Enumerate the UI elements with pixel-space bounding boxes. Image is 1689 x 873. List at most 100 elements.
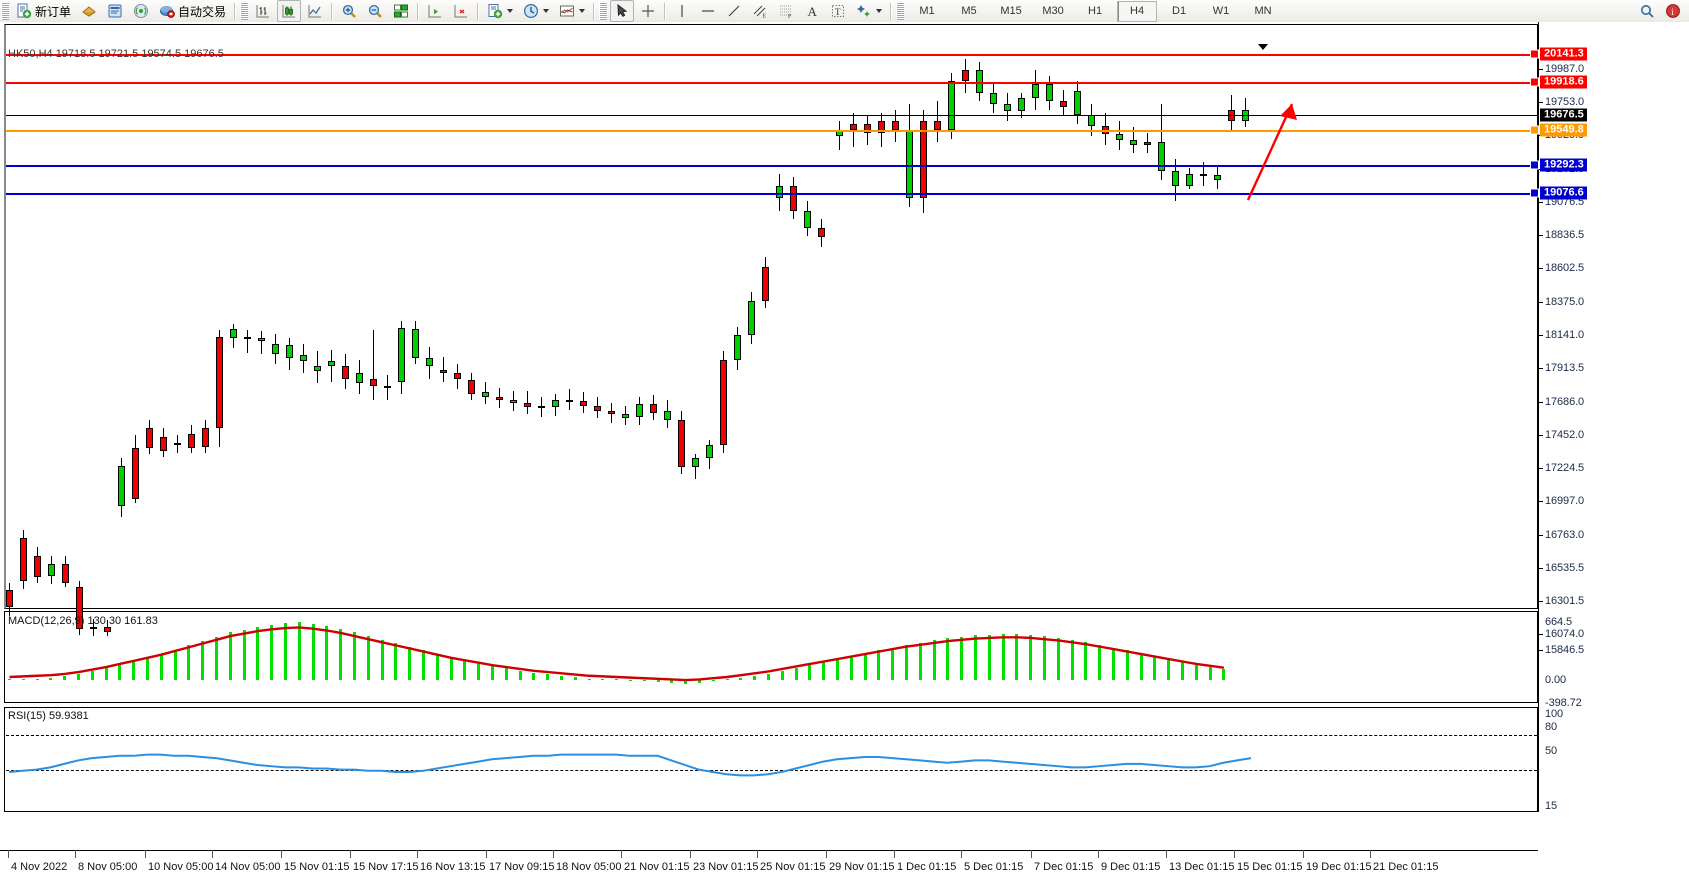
candlestick	[160, 428, 167, 458]
time-tick-label: 15 Nov 01:15	[284, 861, 350, 873]
candle-body	[48, 564, 55, 576]
line-chart-button[interactable]	[303, 0, 327, 22]
level-handle-support-1[interactable]	[1530, 160, 1539, 170]
help-button[interactable]: i	[1661, 0, 1685, 22]
text-button[interactable]: A	[800, 0, 824, 22]
price-tag-pivot[interactable]: 19549.8	[1540, 123, 1587, 137]
auto-scroll-button[interactable]	[449, 0, 473, 22]
rsi-tick-label: 80	[1545, 721, 1558, 733]
timeframe-mn[interactable]: MN	[1254, 5, 1272, 17]
chart-dropdown-marker[interactable]	[1258, 44, 1268, 50]
time-tick-label: 25 Nov 01:15	[760, 861, 826, 873]
vline-button[interactable]	[670, 0, 694, 22]
candle-body	[426, 358, 433, 366]
timeframe-m15[interactable]: M15	[1000, 5, 1022, 17]
new-order-button[interactable]: 新订单	[12, 0, 75, 22]
zoom-out-button[interactable]	[363, 0, 387, 22]
chart-shift-button[interactable]	[423, 0, 447, 22]
level-handle-resistance-2[interactable]	[1530, 49, 1539, 59]
level-line-resistance-2[interactable]	[6, 54, 1538, 56]
timeframe-h4[interactable]: H4	[1117, 0, 1158, 22]
signals-button[interactable]	[129, 0, 153, 22]
timeframe-d1[interactable]: D1	[1172, 5, 1187, 17]
indicators-dropdown-caret[interactable]	[507, 9, 514, 13]
tile-windows-button[interactable]	[389, 0, 413, 22]
rsi-tick-label: 50	[1545, 745, 1558, 757]
expert-advisors-button[interactable]	[77, 0, 101, 22]
level-line-support-1[interactable]	[6, 165, 1538, 167]
price-tick-label: 17452.0	[1545, 429, 1585, 441]
toolbar-grip-4[interactable]	[896, 2, 905, 20]
timeframe-m1[interactable]: M1	[919, 5, 935, 17]
toolbar-grip[interactable]	[1, 2, 9, 20]
bar-chart-button[interactable]	[251, 0, 275, 22]
templates-dropdown-caret[interactable]	[579, 9, 586, 13]
timeframe-m30[interactable]: M30	[1042, 5, 1064, 17]
auto-trading-button[interactable]: 自动交易	[155, 0, 230, 22]
level-line-current-price[interactable]	[6, 115, 1538, 116]
macd-pane[interactable]	[4, 611, 1538, 703]
text-label-button[interactable]: T	[826, 0, 850, 22]
candle-body	[1102, 125, 1109, 135]
fibonacci-button[interactable]: F	[774, 0, 798, 22]
equidistant-channel-button[interactable]: E	[748, 0, 772, 22]
crosshair-button[interactable]	[636, 0, 660, 22]
level-handle-pivot[interactable]	[1530, 125, 1539, 135]
price-tag-support-2[interactable]: 19076.6	[1540, 186, 1587, 200]
bullish-arrow[interactable]	[1240, 82, 1310, 207]
level-line-resistance-1[interactable]	[6, 82, 1538, 84]
trendline-button[interactable]	[722, 0, 746, 22]
candlestick	[976, 61, 983, 101]
shapes-dropdown-caret[interactable]	[876, 9, 883, 13]
price-tag-support-1[interactable]: 19292.3	[1540, 158, 1587, 172]
chart-canvas[interactable]: HK50,H4 19718.5 19721.5 19574.5 19676.5 …	[0, 22, 1689, 873]
price-tag-resistance-2[interactable]: 20141.3	[1540, 47, 1587, 61]
search-button[interactable]	[1635, 0, 1659, 22]
period-dropdown-caret[interactable]	[543, 9, 550, 13]
hline-button[interactable]	[696, 0, 720, 22]
price-level-lines[interactable]: 20141.3 19918.6 19676.5 19549.8 19292.3 19076…	[0, 22, 1689, 859]
timeframe-m5[interactable]: M5	[961, 5, 977, 17]
price-tick-label: 16997.0	[1545, 495, 1585, 507]
candlestick	[734, 326, 741, 370]
tile-windows-icon	[393, 3, 409, 19]
indicators-button[interactable]	[483, 0, 517, 22]
candlestick	[1046, 75, 1053, 110]
candle-body	[878, 121, 885, 133]
cursor-button[interactable]	[610, 0, 635, 22]
level-handle-support-2[interactable]	[1530, 188, 1539, 198]
macd-histogram-bar	[698, 680, 701, 683]
price-tick-label: 16074.0	[1545, 628, 1585, 640]
candle-wick	[331, 349, 332, 382]
candle-body	[1032, 84, 1039, 99]
level-handle-resistance-1[interactable]	[1530, 77, 1539, 87]
toolbar-grip-3[interactable]	[599, 2, 608, 20]
timeframe-h1[interactable]: H1	[1088, 5, 1103, 17]
zoom-in-icon	[341, 3, 357, 19]
level-line-pivot[interactable]	[6, 130, 1538, 132]
toolbar-grip-2[interactable]	[240, 2, 249, 20]
time-tick-label: 19 Dec 01:15	[1306, 861, 1372, 873]
main-price-pane[interactable]	[4, 24, 1538, 609]
candlestick	[440, 356, 447, 382]
rsi-pane[interactable]	[4, 707, 1538, 812]
templates-button[interactable]	[555, 0, 589, 22]
time-tick-label: 15 Nov 17:15	[353, 861, 419, 873]
candlestick	[948, 72, 955, 139]
candlestick	[300, 343, 307, 373]
timeframe-w1[interactable]: W1	[1212, 5, 1230, 17]
candlestick	[426, 346, 433, 379]
price-tag-current-price[interactable]: 19676.5	[1540, 108, 1587, 122]
shapes-button[interactable]	[852, 0, 886, 22]
candlestick	[552, 393, 559, 416]
price-tick-label: 17224.5	[1545, 462, 1585, 474]
candlestick-chart-button[interactable]	[277, 0, 302, 22]
candle-body	[962, 69, 969, 82]
price-tag-resistance-1[interactable]: 19918.6	[1540, 75, 1587, 89]
data-window-button[interactable]	[103, 0, 127, 22]
bar-chart-icon	[255, 3, 271, 19]
level-line-support-2[interactable]	[6, 193, 1538, 195]
new-order-label: 新订单	[35, 4, 72, 19]
zoom-in-button[interactable]	[337, 0, 361, 22]
period-button[interactable]	[519, 0, 553, 22]
